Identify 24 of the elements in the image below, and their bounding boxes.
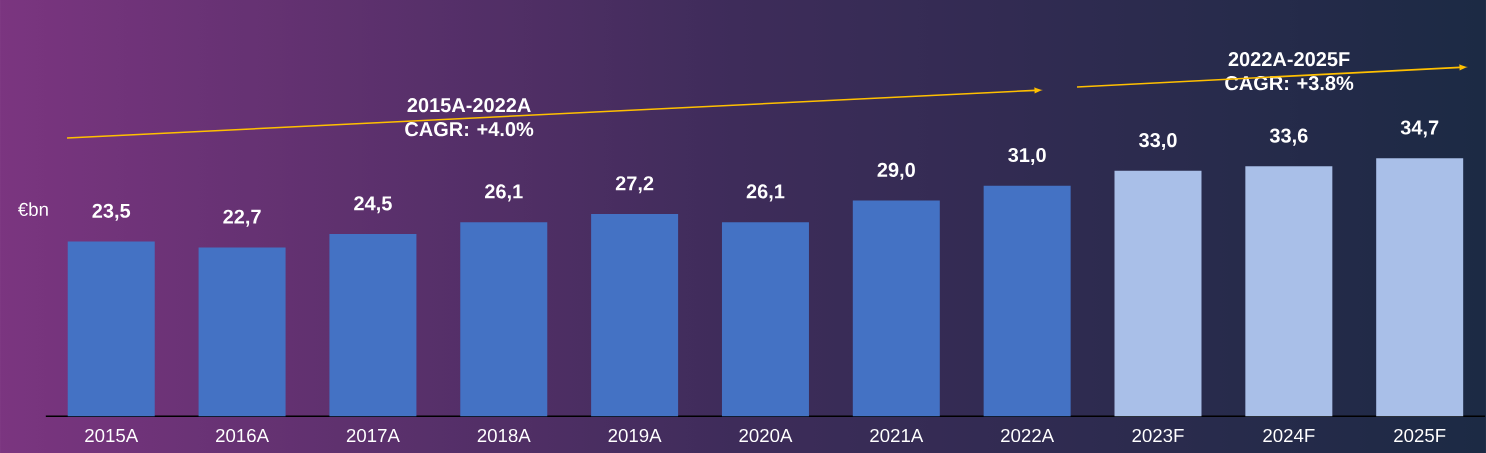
y-axis-title: €bn — [17, 202, 48, 217]
x-tick-label: 2021A — [870, 428, 924, 443]
data-label: 33,0 — [1138, 133, 1177, 151]
x-tick-label: 2017A — [346, 428, 400, 443]
data-label: 26,1 — [485, 184, 523, 202]
data-label: 34,7 — [1400, 120, 1439, 138]
data-label: 26,1 — [746, 184, 785, 202]
x-tick-label: 2018A — [477, 428, 531, 443]
x-tick-label: 2024F — [1263, 428, 1315, 443]
x-tick-label: 2016A — [216, 428, 270, 443]
x-tick-label: 2020A — [739, 428, 793, 443]
text: 2015A-2022A CAGR: +4.0% — [405, 98, 534, 137]
x-tick-label: 2022A — [1001, 428, 1055, 443]
x-tick-label: 2015A — [85, 428, 139, 443]
data-label: 22,7 — [223, 209, 261, 227]
data-label: 24,5 — [354, 196, 392, 214]
data-label: 27,2 — [615, 176, 654, 194]
data-label: 31,0 — [1008, 147, 1046, 165]
x-tick-label: 2019A — [608, 428, 662, 443]
data-label: 33,6 — [1269, 128, 1308, 146]
x-tick-label: 2023F — [1132, 428, 1184, 443]
x-tick-label: 2025F — [1394, 428, 1446, 443]
data-label: 29,0 — [877, 162, 915, 180]
data-label: 23,5 — [92, 203, 131, 221]
